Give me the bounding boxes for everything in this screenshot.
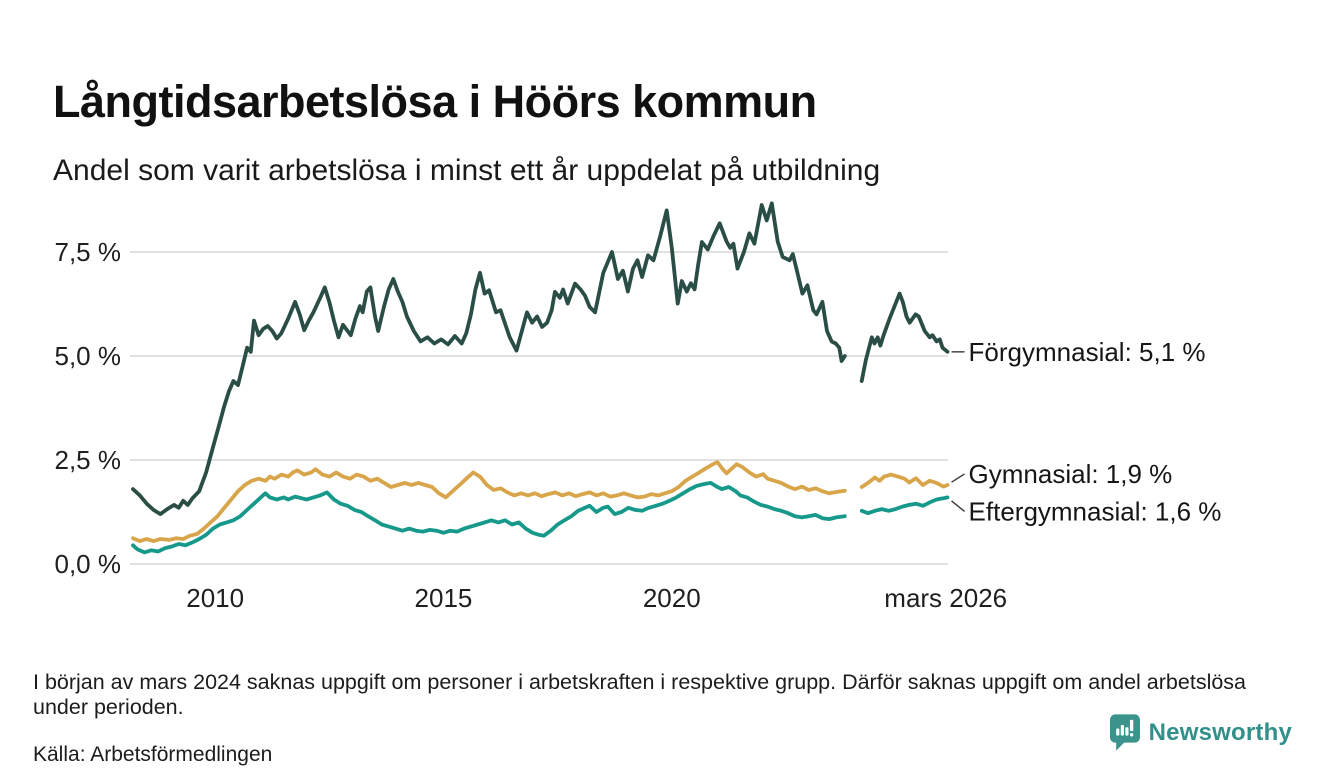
x-tick-label: 2015	[415, 583, 473, 613]
x-tick-label: mars 2026	[884, 583, 1007, 613]
series-line-eftergymnasial	[859, 495, 950, 516]
chart-footnote: I början av mars 2024 saknas uppgift om …	[33, 669, 1247, 719]
series-line-gymnasial	[131, 460, 847, 543]
newsworthy-logo-text: Newsworthy	[1148, 718, 1292, 746]
series-end-label: Eftergymnasial: 1,6 %	[969, 496, 1222, 526]
y-tick-label: 2,5 %	[55, 445, 122, 475]
series-end-label: Gymnasial: 1,9 %	[969, 459, 1173, 489]
series-line-eftergymnasial	[131, 481, 847, 555]
y-tick-label: 7,5 %	[55, 237, 122, 267]
newsworthy-logo: Newsworthy	[1109, 714, 1292, 751]
series-line-förgymnasial	[859, 291, 950, 383]
source-label: Källa: Arbetsförmedlingen	[33, 743, 273, 766]
label-leader	[951, 473, 965, 483]
y-tick-label: 0,0 %	[55, 549, 122, 579]
chart-subtitle: Andel som varit arbetslösa i minst ett å…	[53, 154, 881, 187]
page-title: Långtidsarbetslösa i Höörs kommun	[53, 76, 817, 128]
x-tick-label: 2020	[643, 583, 701, 613]
series-line-förgymnasial	[131, 201, 847, 516]
label-leader	[951, 500, 965, 512]
series-line-gymnasial	[859, 472, 950, 489]
y-tick-label: 5,0 %	[55, 341, 122, 371]
newsworthy-logo-icon	[1109, 714, 1140, 751]
x-tick-label: 2010	[186, 583, 244, 613]
series-end-label: Förgymnasial: 5,1 %	[969, 337, 1206, 367]
